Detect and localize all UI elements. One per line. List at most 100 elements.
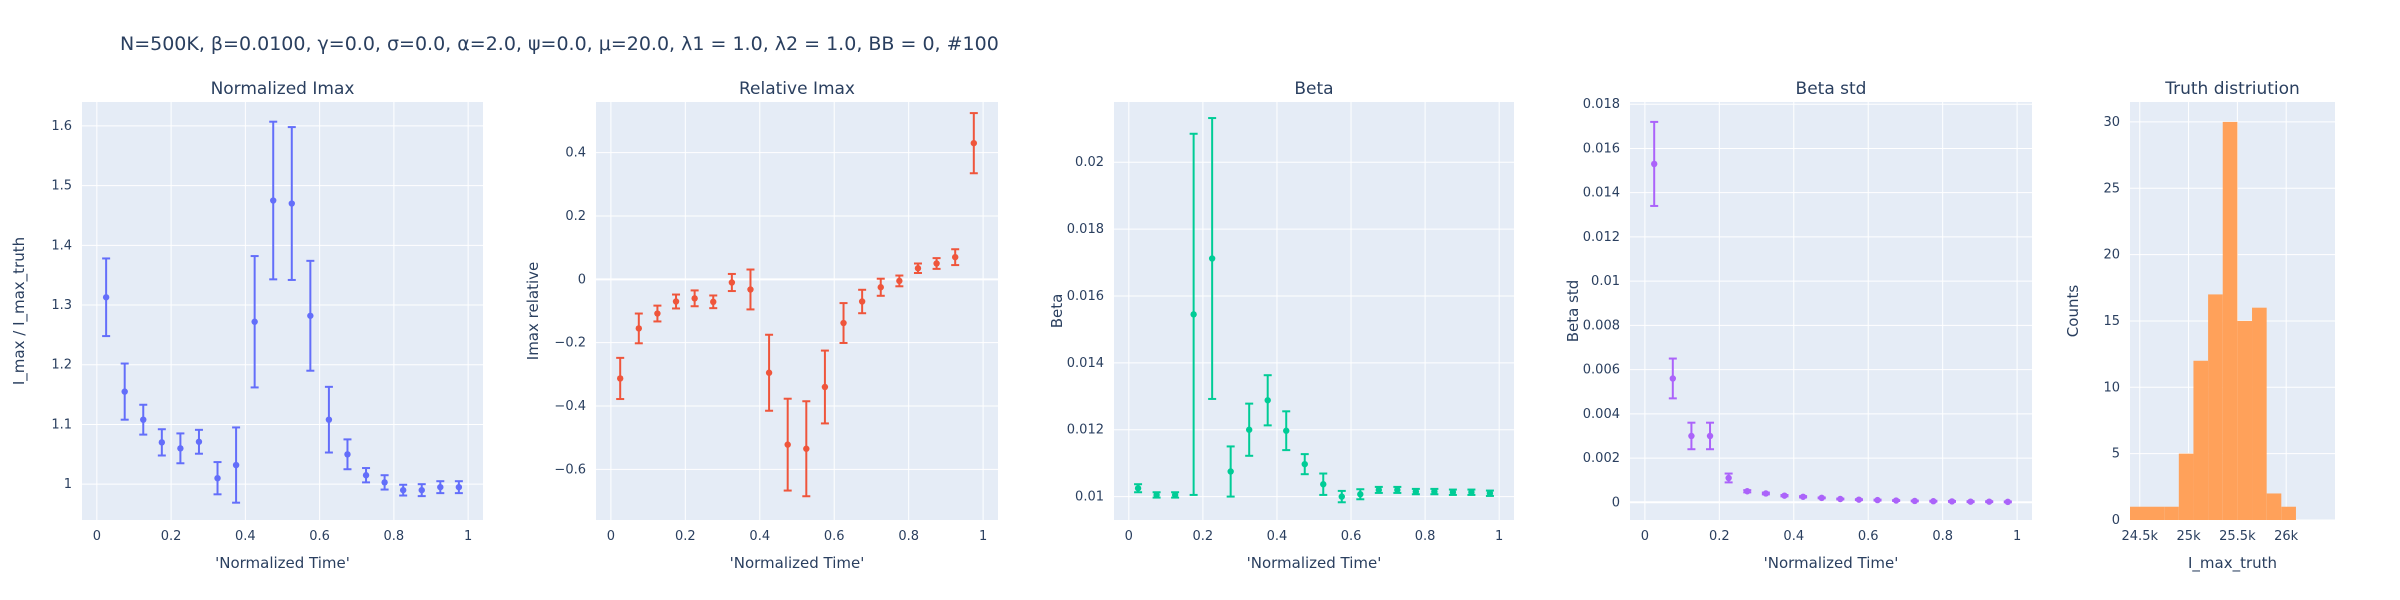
x-tick-label: 0.4 (749, 529, 770, 544)
data-point (803, 445, 810, 452)
y-tick-label: 0.01 (1075, 490, 1104, 505)
y-tick-label: 0 (578, 272, 586, 287)
data-point (1985, 498, 1993, 505)
y-tick-label: 1.5 (51, 179, 72, 194)
data-point (710, 298, 717, 306)
data-point (1706, 432, 1714, 440)
data-point (2004, 498, 2012, 506)
data-point (214, 475, 221, 482)
data-point (158, 439, 166, 446)
data-point (1171, 491, 1179, 499)
data-point (121, 388, 128, 395)
data-point (1744, 488, 1751, 495)
data-point (1762, 490, 1770, 497)
data-point (1431, 488, 1438, 495)
data-point (1892, 497, 1900, 504)
data-point (1855, 496, 1863, 503)
x-tick-label: 1 (1495, 529, 1503, 544)
x-tick-label: 0.8 (384, 529, 405, 544)
data-point (616, 375, 624, 382)
truth-distribution-y-axis-title: Counts (2064, 285, 2082, 338)
relative-imax-x-axis-title: 'Normalized Time' (730, 554, 865, 572)
data-point (1190, 311, 1197, 318)
y-tick-label: 0.018 (1583, 97, 1620, 112)
data-point (381, 479, 388, 486)
truth-distribution-x-axis-title: I_max_truth (2188, 554, 2277, 573)
beta-chart: 0 0.2 0.4 0.6 0.8 1 0.01 0.012 0.014 0.016 0.018 0.… (1048, 79, 1514, 572)
data-point (654, 310, 661, 317)
subplot-panels: 0 0.2 0.4 0.6 0.8 1 1 1.1 1.2 1.3 1.4 1.5 1.6 Normali… (10, 79, 2335, 573)
x-tick-label: 0.8 (898, 529, 919, 544)
data-point (1227, 468, 1234, 475)
x-tick-label: 0 (1125, 529, 1133, 544)
y-tick-label: 0.006 (1583, 363, 1620, 378)
histogram-bar (2237, 320, 2253, 520)
data-point (1264, 397, 1271, 404)
y-tick-label: 0.2 (565, 209, 586, 224)
histogram-bar (2130, 506, 2165, 520)
x-tick-label: 0.6 (1858, 529, 1879, 544)
data-point (765, 369, 773, 376)
normalized-imax-plot-area (82, 102, 483, 520)
normalized-imax-title: Normalized Imax (211, 79, 355, 99)
data-point (399, 486, 407, 494)
y-tick-label: 10 (2103, 380, 2120, 395)
data-point (102, 294, 110, 301)
y-tick-label: 0.008 (1583, 318, 1620, 333)
y-tick-label: −0.2 (554, 336, 586, 351)
beta-plot-area (1114, 102, 1514, 520)
relative-imax-y-axis-title: Imax relative (524, 262, 542, 360)
data-point (1208, 255, 1216, 262)
relative-imax-plot-area (596, 102, 998, 520)
x-tick-label: 25.5k (2219, 529, 2256, 544)
y-tick-label: 0 (1612, 495, 1620, 510)
data-point (1837, 495, 1844, 503)
normalized-imax-x-axis-title: 'Normalized Time' (215, 554, 350, 572)
data-point (1688, 432, 1695, 440)
beta-std-plot-area (1630, 102, 2032, 520)
y-tick-label: 0.01 (1591, 274, 1620, 289)
x-tick-label: 0.6 (1341, 529, 1362, 544)
histogram-bar (2252, 307, 2267, 520)
y-tick-label: 1.2 (51, 358, 72, 373)
y-tick-label: 1.1 (51, 417, 72, 432)
data-point (1874, 496, 1881, 504)
data-point (1394, 486, 1401, 494)
normalized-imax-y-axis-title: I_max / I_max_truth (10, 237, 29, 385)
histogram-bar (2193, 360, 2209, 520)
x-tick-label: 0 (1641, 529, 1649, 544)
x-tick-label: 0.4 (1267, 529, 1288, 544)
x-tick-label: 0.4 (235, 529, 256, 544)
y-tick-label: 20 (2103, 248, 2120, 263)
x-tick-label: 24.5k (2122, 529, 2159, 544)
y-tick-label: 1.4 (51, 238, 72, 253)
relative-imax-chart: 0 0.2 0.4 0.6 0.8 1 −0.6 −0.4 −0.2 0 0.2 0.4 Relativ… (524, 79, 998, 572)
x-tick-label: 0 (93, 529, 101, 544)
data-point (1375, 486, 1383, 494)
y-tick-label: 0.012 (1583, 230, 1620, 245)
x-tick-label: 1 (979, 529, 987, 544)
x-tick-label: 0.8 (1415, 529, 1436, 544)
data-point (877, 284, 884, 291)
data-point (821, 383, 829, 391)
data-point (635, 325, 643, 332)
data-point (728, 279, 736, 286)
normalized-imax-chart: 0 0.2 0.4 0.6 0.8 1 1 1.1 1.2 1.3 1.4 1.5 1.6 Normali… (10, 79, 483, 572)
y-tick-label: 0.4 (565, 146, 586, 161)
beta-std-y-axis-title: Beta std (1564, 280, 1582, 343)
data-point (933, 260, 940, 267)
y-tick-label: 0.014 (1583, 186, 1620, 201)
histogram-bar (2266, 493, 2282, 520)
data-point (1245, 426, 1253, 433)
histogram-bar (2164, 506, 2179, 520)
beta-std-chart: 0 0.2 0.4 0.6 0.8 1 0 0.002 0.004 0.006 0.008 0.01 0… (1564, 79, 2032, 572)
data-point (1781, 492, 1788, 499)
data-point (1818, 494, 1825, 502)
data-point (1967, 498, 1974, 505)
beta-y-axis-title: Beta (1048, 294, 1066, 329)
relative-imax-title: Relative Imax (739, 79, 855, 99)
figure-title: N=500K, β=0.0100, γ=0.0, σ=0.0, α=2.0, ψ… (120, 33, 999, 55)
beta-std-x-axis-title: 'Normalized Time' (1764, 554, 1899, 572)
beta-std-title: Beta std (1796, 79, 1867, 99)
histogram-bar (2178, 453, 2194, 520)
